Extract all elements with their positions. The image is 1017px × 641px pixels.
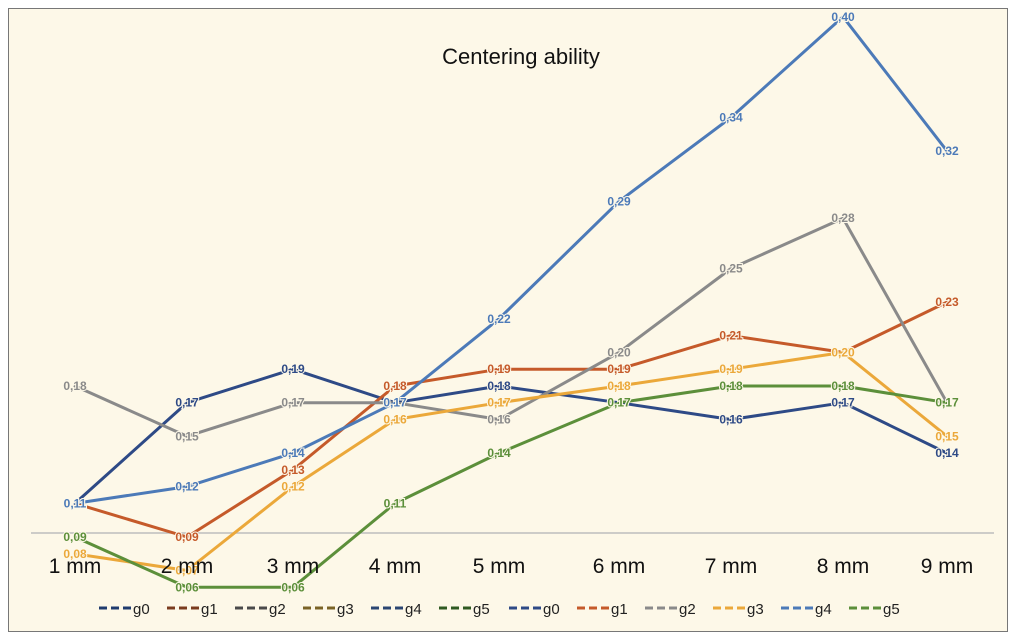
series-line-g3	[73, 350, 949, 572]
x-tick-label: 7 mm	[705, 555, 758, 578]
data-label: 0,17	[607, 396, 631, 410]
series-line-g5	[73, 384, 949, 589]
data-label: 0,06	[175, 580, 199, 594]
data-label: 0,25	[719, 262, 743, 276]
data-label: 0,15	[935, 429, 959, 443]
data-label: 0,13	[281, 463, 305, 477]
data-label: 0,17	[487, 396, 511, 410]
x-tick-label: 5 mm	[473, 555, 526, 578]
data-label: 0,18	[487, 379, 511, 393]
data-label: 0,17	[281, 396, 305, 410]
legend-entry: g3	[337, 601, 354, 618]
data-label: 0,22	[487, 312, 511, 326]
data-label: 0,09	[175, 530, 199, 544]
data-label: 0,15	[175, 429, 199, 443]
data-label: 0,29	[607, 194, 631, 208]
data-label: 0,17	[383, 396, 407, 410]
data-label: 0,18	[719, 379, 743, 393]
data-label: 0,40	[831, 10, 855, 24]
legend-entry: g0	[133, 601, 150, 618]
data-label: 0,20	[607, 345, 631, 359]
data-label: 0,23	[935, 295, 959, 309]
data-label: 0,17	[831, 396, 855, 410]
data-label: 0,32	[935, 144, 959, 158]
legend-entry: g5	[883, 601, 900, 618]
data-label: 0,12	[281, 480, 305, 494]
data-label: 0,08	[63, 547, 87, 561]
x-tick-label: 6 mm	[593, 555, 646, 578]
data-label: 0,17	[935, 396, 959, 410]
legend-entry: g0	[543, 601, 560, 618]
data-label: 0,16	[719, 413, 743, 427]
chart-title: Centering ability	[442, 44, 600, 69]
legend-entry: g4	[815, 601, 832, 618]
data-label: 0,19	[607, 362, 631, 376]
data-label: 0,17	[607, 396, 631, 410]
data-label: 0,16	[487, 413, 511, 427]
x-tick-label: 4 mm	[369, 555, 422, 578]
legend: g0 g1 g2 g3 g4 g5 g0 g1 g2 g3 g4 g5	[99, 601, 900, 618]
data-label: 0,17	[383, 396, 407, 410]
series-layer	[73, 15, 949, 589]
x-tick-label: 9 mm	[921, 555, 974, 578]
legend-entry: g5	[473, 601, 490, 618]
data-labels-layer: 0,11 0,17 0,19 0,17 0,18 0,17 0,16 0,17 0,14 0,11…	[62, 9, 960, 595]
data-label: 0,34	[719, 111, 743, 125]
data-label: 0,11	[64, 496, 87, 510]
data-label: 0,17	[175, 396, 199, 410]
data-label: 0,17	[935, 396, 959, 410]
data-label: 0,06	[281, 580, 305, 594]
legend-entry: g2	[269, 601, 286, 618]
data-label: 0,19	[281, 362, 305, 376]
data-label: 0,16	[383, 413, 407, 427]
series-line-g2	[73, 216, 949, 438]
data-label: 0,11	[384, 496, 407, 510]
data-label: 0,17	[383, 396, 407, 410]
legend-entry: g3	[747, 601, 764, 618]
data-label: 0,18	[607, 379, 631, 393]
legend-entry: g4	[405, 601, 422, 618]
legend-entry: g1	[611, 601, 628, 618]
data-label: 0,11	[64, 496, 87, 510]
data-label: 0,19	[719, 362, 743, 376]
data-label: 0,21	[719, 329, 743, 343]
line-chart: Centering ability 0,110,170,190,170,180,…	[31, 9, 994, 618]
x-tick-label: 3 mm	[267, 555, 320, 578]
data-label: 0,18	[63, 379, 87, 393]
data-label: 0,14	[935, 446, 959, 460]
data-label: 0,14	[281, 446, 305, 460]
data-label: 0,20	[831, 345, 855, 359]
x-tick-label: 2 mm	[161, 555, 214, 578]
series-line-g0	[73, 367, 949, 505]
chart-figure: Centering ability 0,11 0,17 0,19 0,17 0,18 0,…	[8, 8, 1008, 632]
x-tick-label: 8 mm	[817, 555, 870, 578]
data-label: 0,20	[831, 345, 855, 359]
series-line-g4	[73, 15, 949, 505]
x-tick-label: 1 mm	[49, 555, 102, 578]
legend-entry: g2	[679, 601, 696, 618]
series-line-g1	[73, 300, 949, 539]
x-tick-labels: 1 mm 2 mm 3 mm 4 mm 5 mm 6 mm 7 mm 8 mm 9 mm	[49, 555, 974, 578]
data-label: 0,14	[487, 446, 511, 460]
data-label: 0,09	[63, 530, 87, 544]
data-label: 0,12	[175, 480, 199, 494]
data-label: 0,19	[487, 362, 511, 376]
data-label: 0,07	[175, 564, 199, 578]
legend-entry: g1	[201, 601, 218, 618]
data-label: 0,28	[831, 211, 855, 225]
data-label: 0,11	[64, 496, 87, 510]
data-label: 0,18	[383, 379, 407, 393]
data-label: 0,18	[831, 379, 855, 393]
